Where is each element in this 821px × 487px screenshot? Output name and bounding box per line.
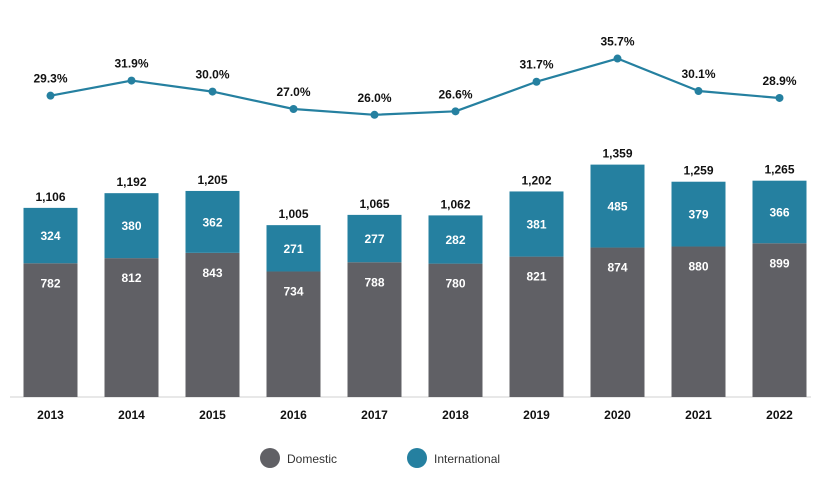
data-label-total-2017: 1,065 [359, 197, 389, 211]
bar-international-2015 [185, 190, 240, 253]
line-label-2013: 29.3% [33, 72, 67, 86]
line-label-2022: 28.9% [762, 74, 796, 88]
line-point-2021 [694, 87, 703, 96]
data-label-total-2018: 1,062 [440, 197, 470, 211]
line-label-2016: 27.0% [276, 85, 310, 99]
x-tick-label-2017: 2017 [361, 408, 388, 422]
bar-domestic-2021 [671, 246, 726, 397]
data-label-domestic-2022: 899 [769, 256, 789, 270]
bar-domestic-2019 [509, 256, 564, 397]
data-label-domestic-2014: 812 [121, 271, 141, 285]
line-point-2020 [613, 54, 622, 63]
line-point-2019 [532, 77, 541, 86]
data-label-domestic-2017: 788 [364, 275, 384, 289]
bar-international-2020 [590, 164, 645, 248]
x-tick-label-2013: 2013 [37, 408, 64, 422]
bar-domestic-2018 [428, 263, 483, 397]
data-label-domestic-2013: 782 [40, 276, 60, 290]
legend-marker-international [407, 448, 427, 468]
line-point-2018 [451, 107, 460, 116]
line-label-2019: 31.7% [519, 58, 553, 72]
data-label-total-2021: 1,259 [683, 164, 713, 178]
legend: Domestic International [260, 448, 500, 468]
line-point-2013 [46, 91, 55, 100]
legend-label-international: International [434, 452, 500, 466]
legend-label-domestic: Domestic [287, 452, 337, 466]
line-label-2015: 30.0% [195, 68, 229, 82]
bar-domestic-2013 [23, 263, 78, 397]
legend-marker-domestic [260, 448, 280, 468]
bar-domestic-2014 [104, 258, 159, 397]
data-label-domestic-2015: 843 [202, 266, 222, 280]
data-label-total-2015: 1,205 [197, 173, 227, 187]
data-label-international-2018: 282 [445, 233, 465, 247]
x-tick-label-2019: 2019 [523, 408, 550, 422]
bar-domestic-2022 [752, 243, 807, 397]
bar-international-2013 [23, 207, 78, 264]
data-label-international-2020: 485 [607, 200, 627, 214]
data-label-international-2015: 362 [202, 215, 222, 229]
data-label-international-2022: 366 [769, 205, 789, 219]
data-label-international-2016: 271 [283, 242, 303, 256]
line-point-2015 [208, 87, 217, 96]
x-axis-tick-labels: 2013 2014 2015 2016 2017 2018 2019 2020 2021 2022 [37, 408, 793, 422]
data-label-international-2019: 381 [526, 218, 546, 232]
percentage-line [50, 57, 780, 116]
line-point-2014 [127, 76, 136, 85]
bar-international-2016 [266, 225, 321, 272]
data-label-total-2022: 1,265 [764, 163, 794, 177]
line-point-2017 [370, 110, 379, 119]
data-label-international-2017: 277 [364, 232, 384, 246]
data-label-international-2021: 379 [688, 208, 708, 222]
x-tick-label-2020: 2020 [604, 408, 631, 422]
bar-international-2014 [104, 193, 159, 259]
line-label-2014: 31.9% [114, 57, 148, 71]
data-label-total-2016: 1,005 [278, 207, 308, 221]
line-label-2021: 30.1% [681, 67, 715, 81]
data-label-domestic-2019: 821 [526, 270, 546, 284]
bar-international-2018 [428, 215, 483, 264]
data-label-total-2020: 1,359 [602, 147, 632, 161]
line-label-2018: 26.6% [438, 87, 472, 101]
data-label-total-2019: 1,202 [521, 173, 551, 187]
line-point-2016 [289, 105, 298, 113]
data-label-total-2014: 1,192 [116, 175, 146, 189]
bar-international-2019 [509, 191, 564, 257]
bars-group: 782 324 1,106 812 380 1,192 843 362 1,205 734 271 1… [23, 147, 807, 397]
bar-domestic-2015 [185, 252, 240, 397]
data-label-total-2013: 1,106 [35, 190, 65, 204]
x-tick-label-2021: 2021 [685, 408, 712, 422]
bar-domestic-2017 [347, 262, 402, 397]
data-label-domestic-2016: 734 [283, 284, 303, 298]
bar-international-2021 [671, 181, 726, 247]
line-label-2020: 35.7% [600, 35, 634, 49]
bar-international-2017 [347, 214, 402, 263]
data-label-international-2014: 380 [121, 219, 141, 233]
line-label-2017: 26.0% [357, 91, 391, 105]
x-tick-label-2014: 2014 [118, 408, 145, 422]
percentage-line-group: 29.3% 31.9% 30.0% 27.0% 26.0% 26.6% 31.7% 35.7%… [33, 35, 797, 119]
x-tick-label-2016: 2016 [280, 408, 307, 422]
data-label-domestic-2018: 780 [445, 277, 465, 291]
bar-domestic-2020 [590, 247, 645, 397]
line-point-2022 [775, 93, 784, 102]
data-label-domestic-2021: 880 [688, 260, 708, 274]
bar-domestic-2016 [266, 271, 321, 397]
bar-international-2022 [752, 180, 807, 244]
data-label-domestic-2020: 874 [607, 261, 627, 275]
x-tick-label-2018: 2018 [442, 408, 469, 422]
x-tick-label-2015: 2015 [199, 408, 226, 422]
x-tick-label-2022: 2022 [766, 408, 793, 422]
data-label-international-2013: 324 [40, 229, 60, 243]
